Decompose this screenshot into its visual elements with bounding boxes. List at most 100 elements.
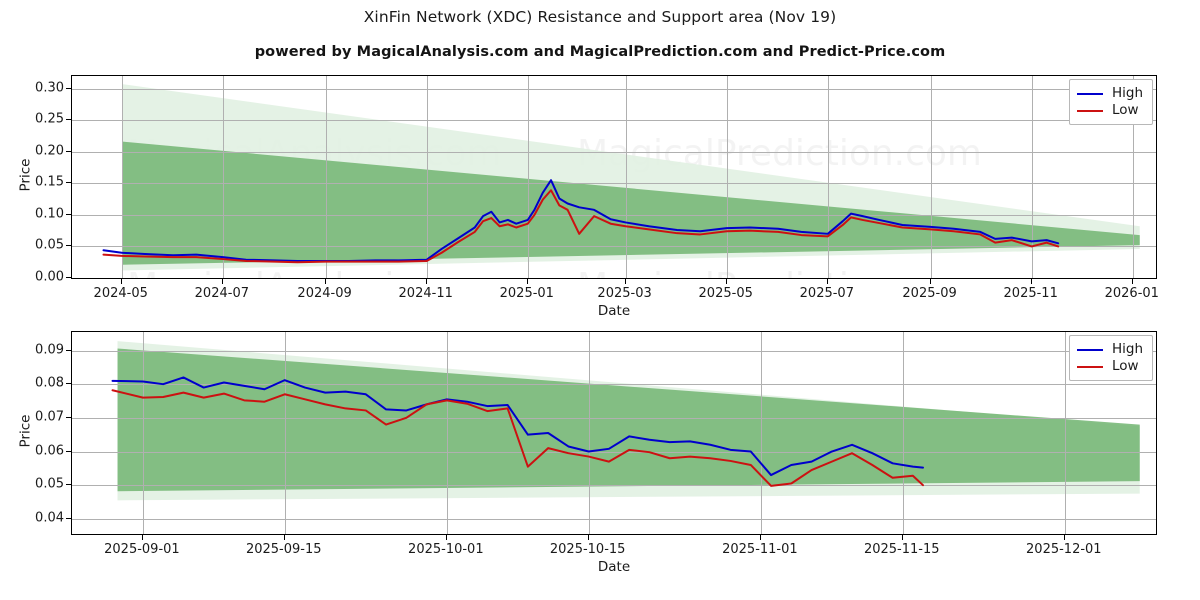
- x-tick-mark: [826, 279, 828, 284]
- x-tick-label: 2025-12-01: [1026, 542, 1102, 557]
- overview-x-axis-label: Date: [597, 303, 631, 319]
- y-tick-label: 0.20: [35, 143, 64, 159]
- x-gridline: [588, 332, 590, 534]
- series-layer: [111, 376, 924, 487]
- x-tick-label: 2024-09: [297, 286, 352, 301]
- x-gridline: [1031, 76, 1033, 278]
- y-tick-mark: [66, 517, 71, 519]
- legend-row-high: High: [1076, 84, 1143, 102]
- x-tick-mark: [929, 279, 931, 284]
- overview-plot-area: MagicalAnalysis.comMagicalPrediction.com…: [71, 75, 1157, 279]
- y-tick-label: 0.00: [35, 269, 64, 285]
- x-gridline: [625, 76, 627, 278]
- detail-y-axis-label: Price: [17, 414, 34, 448]
- detail-chart-panel: MagicalAnalysis.comMagicalPrediction.com…: [17, 331, 1157, 575]
- y-tick-label: 0.04: [35, 510, 64, 526]
- y-tick-label: 0.10: [35, 206, 64, 222]
- x-tick-mark: [425, 279, 427, 284]
- x-tick-label: 2025-09-15: [245, 542, 322, 557]
- x-tick-label: 2025-07: [799, 286, 854, 301]
- y-tick-label: 0.30: [35, 80, 64, 96]
- series-line-high: [102, 179, 1060, 262]
- x-tick-label: 2025-11-15: [863, 542, 940, 557]
- y-gridline: [72, 350, 1156, 352]
- y-tick-mark: [66, 119, 71, 121]
- y-tick-label: 0.06: [35, 443, 64, 459]
- y-gridline: [72, 384, 1156, 386]
- x-gridline: [527, 76, 529, 278]
- y-gridline: [72, 120, 1156, 122]
- y-gridline: [72, 451, 1156, 453]
- y-tick-label: 0.07: [35, 409, 64, 425]
- x-tick-label: 2025-09: [902, 286, 957, 301]
- x-tick-mark: [725, 279, 727, 284]
- detail-legend: High Low: [1068, 335, 1153, 381]
- band-inner-resistance-support: [122, 141, 1140, 265]
- legend-label-high: High: [1111, 84, 1143, 101]
- legend-row-high: High: [1076, 340, 1143, 358]
- x-tick-mark: [1131, 279, 1133, 284]
- x-gridline: [1064, 332, 1066, 534]
- legend-label-low: Low: [1111, 357, 1139, 374]
- x-tick-mark: [221, 279, 223, 284]
- x-tick-label: 2025-05: [698, 286, 753, 301]
- x-tick-label: 2024-07: [194, 286, 249, 301]
- x-gridline: [827, 76, 829, 278]
- y-tick-label: 0.09: [35, 342, 64, 358]
- y-tick-label: 0.25: [35, 111, 64, 127]
- y-tick-mark: [66, 245, 71, 247]
- y-tick-mark: [66, 182, 71, 184]
- legend-swatch-low: [1076, 109, 1103, 112]
- x-tick-label: 2025-11: [1003, 286, 1058, 301]
- y-gridline: [72, 485, 1156, 487]
- y-tick-label: 0.05: [35, 237, 64, 253]
- x-gridline: [121, 76, 123, 278]
- y-tick-label: 0.05: [35, 476, 64, 492]
- x-gridline: [902, 332, 904, 534]
- page-subtitle: powered by MagicalAnalysis.com and Magic…: [254, 44, 946, 60]
- y-tick-mark: [66, 484, 71, 486]
- x-tick-label: 2024-11: [398, 286, 453, 301]
- legend-swatch-low: [1076, 365, 1103, 368]
- y-tick-mark: [66, 450, 71, 452]
- x-tick-label: 2024-05: [93, 286, 148, 301]
- legend-swatch-high: [1076, 348, 1103, 351]
- x-gridline: [284, 332, 286, 534]
- detail-x-axis-label: Date: [597, 559, 631, 575]
- y-gridline: [72, 246, 1156, 248]
- x-tick-mark: [324, 279, 326, 284]
- x-gridline: [930, 76, 932, 278]
- x-tick-mark: [901, 535, 903, 540]
- page-title: XinFin Network (XDC) Resistance and Supp…: [363, 8, 837, 26]
- x-gridline: [760, 332, 762, 534]
- y-tick-mark: [66, 87, 71, 89]
- x-gridline: [142, 332, 144, 534]
- legend-row-low: Low: [1076, 102, 1143, 119]
- x-tick-mark: [587, 535, 589, 540]
- x-tick-mark: [526, 279, 528, 284]
- y-tick-mark: [66, 416, 71, 418]
- y-gridline: [72, 88, 1156, 90]
- x-tick-mark: [283, 535, 285, 540]
- y-tick-label: 0.15: [35, 174, 64, 190]
- x-tick-label: 2025-03: [597, 286, 652, 301]
- y-gridline: [72, 214, 1156, 216]
- y-tick-label: 0.08: [35, 375, 64, 391]
- y-gridline: [72, 417, 1156, 419]
- x-gridline: [446, 332, 448, 534]
- y-tick-mark: [66, 349, 71, 351]
- x-tick-mark: [1030, 279, 1032, 284]
- x-tick-label: 2025-11-01: [722, 542, 798, 557]
- x-tick-label: 2025-10-15: [549, 542, 626, 557]
- x-gridline: [222, 76, 224, 278]
- legend-label-high: High: [1111, 340, 1143, 357]
- y-tick-mark: [66, 277, 71, 278]
- x-tick-mark: [759, 535, 761, 540]
- y-gridline: [72, 278, 1156, 279]
- y-tick-mark: [66, 150, 71, 152]
- x-tick-mark: [141, 535, 143, 540]
- series-line-high: [111, 376, 924, 477]
- y-gridline: [72, 151, 1156, 153]
- y-gridline: [72, 518, 1156, 520]
